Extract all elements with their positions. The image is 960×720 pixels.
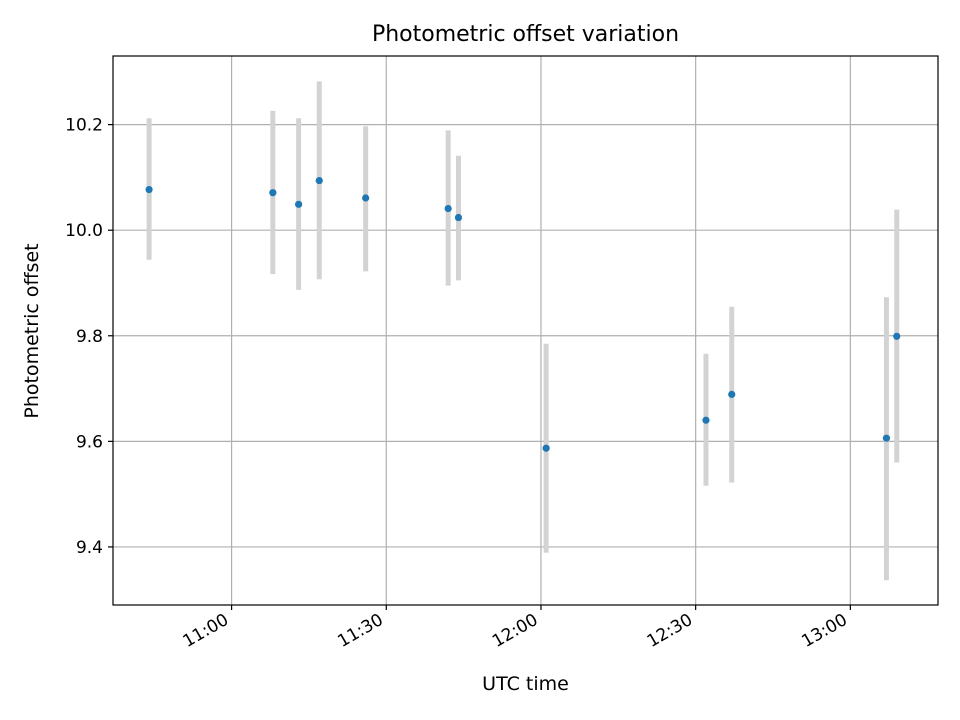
data-point <box>444 204 452 213</box>
data-point <box>295 200 303 208</box>
data-point <box>315 176 323 185</box>
data-point <box>269 189 277 197</box>
y-tick-label: 9.6 <box>76 432 103 452</box>
x-tick-label: 13:00 <box>798 610 850 652</box>
x-tick-label: 11:30 <box>334 610 386 652</box>
data-point <box>882 434 891 442</box>
data-point <box>702 416 710 424</box>
x-tick-label: 12:00 <box>489 610 541 652</box>
plot-frame <box>112 55 939 606</box>
y-tick-label: 10.0 <box>65 221 103 241</box>
plot-background <box>113 56 938 605</box>
chart-title: Photometric offset variation <box>371 22 680 47</box>
y-tick-label: 9.4 <box>76 538 103 558</box>
x-tick-label: 12:30 <box>644 610 696 652</box>
data-point <box>542 444 550 452</box>
grid-layer <box>113 56 938 605</box>
data-point <box>728 390 736 398</box>
data-point <box>362 194 370 202</box>
y-tick-label: 9.8 <box>76 327 103 347</box>
y-tick-label: 10.2 <box>65 116 103 136</box>
data-point <box>893 332 901 340</box>
y-axis-label: Photometric offset <box>21 243 43 419</box>
x-axis-label: UTC time <box>482 673 569 695</box>
data-point <box>454 213 463 222</box>
data-points <box>145 176 901 452</box>
x-tick-label: 11:00 <box>180 610 232 652</box>
data-point <box>145 185 153 194</box>
